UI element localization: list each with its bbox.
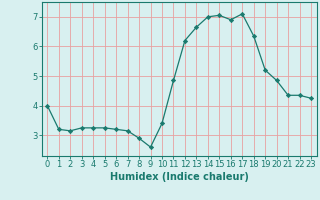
X-axis label: Humidex (Indice chaleur): Humidex (Indice chaleur) [110, 172, 249, 182]
